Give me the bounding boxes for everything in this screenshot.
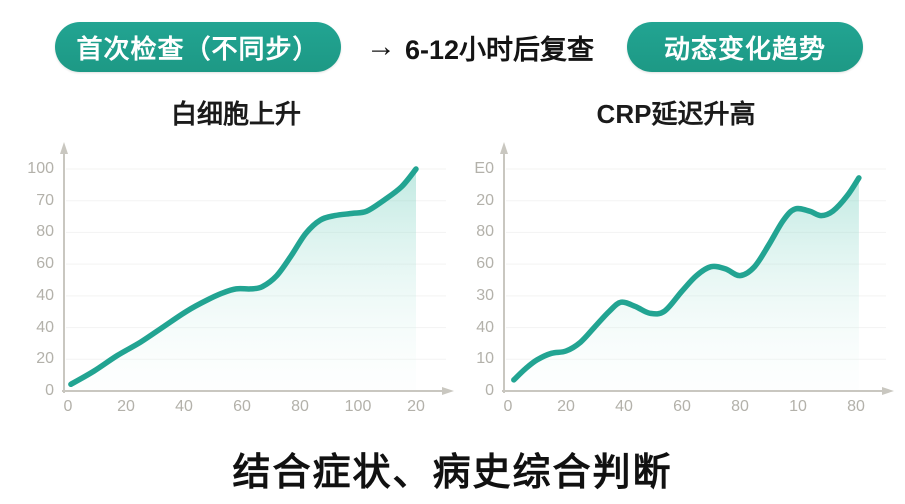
recheck-label: 6-12小时后复查 — [405, 34, 595, 65]
chart-wbc-title: 白细胞上升 — [170, 99, 301, 129]
y-tick-label: 60 — [36, 255, 54, 272]
y-tick-label: 40 — [36, 319, 54, 336]
badge-first-check: 首次检查（不同步） — [55, 22, 341, 72]
x-axis-arrow-icon — [442, 387, 454, 395]
x-tick-label: 20 — [407, 398, 425, 415]
chart-wbc: 白细胞上升 100 70 80 60 40 40 20 0 0 20 40 60 80 100 20 — [16, 95, 456, 433]
y-tick-label: 60 — [476, 255, 494, 272]
y-tick-label: 80 — [36, 223, 54, 240]
x-tick-label: 20 — [557, 398, 575, 415]
x-tick-label: 80 — [291, 398, 309, 415]
chart-crp-title: CRP延迟升高 — [596, 99, 756, 129]
badge-first-check-label: 首次检查（不同步） — [76, 33, 320, 64]
x-tick-label: 100 — [344, 398, 372, 415]
y-tick-label: 0 — [45, 382, 54, 399]
y-tick-label: E0 — [474, 160, 494, 177]
badge-dynamic-trend-label: 动态变化趋势 — [663, 33, 826, 64]
y-tick-label: 40 — [36, 287, 54, 304]
area-fill — [70, 169, 417, 391]
charts-row: 白细胞上升 100 70 80 60 40 40 20 0 0 20 40 60 80 100 20 CRP… — [16, 95, 896, 433]
conclusion-title: 结合症状、病史综合判断 — [232, 452, 673, 494]
x-tick-label: 60 — [673, 398, 691, 415]
chart-crp-plot: E0 20 80 60 30 40 10 0 0 20 40 60 80 10 80 — [456, 141, 896, 433]
y-tick-label: 30 — [476, 287, 494, 304]
recheck-note: → 6-12小时后复查 — [366, 22, 594, 72]
x-tick-label: 60 — [233, 398, 251, 415]
plot-canvas — [500, 142, 894, 395]
x-tick-label: 80 — [731, 398, 749, 415]
chart-crp: CRP延迟升高 E0 20 80 60 30 40 10 0 0 20 40 60 80 10 80 — [456, 95, 896, 433]
right-arrow-icon: → — [366, 30, 396, 63]
header: 首次检查（不同步） → 6-12小时后复查 动态变化趋势 — [0, 22, 905, 72]
x-tick-label: 20 — [117, 398, 135, 415]
y-tick-label: 20 — [36, 350, 54, 367]
trend-line — [68, 166, 419, 388]
x-tick-label: 0 — [63, 398, 73, 415]
x-tick-label: 10 — [789, 398, 807, 415]
y-axis-arrow-icon — [500, 142, 508, 154]
y-tick-label: 40 — [476, 319, 494, 336]
x-tick-label: 80 — [847, 398, 865, 415]
chart-wbc-plot: 100 70 80 60 40 40 20 0 0 20 40 60 80 100 20 — [16, 141, 456, 433]
x-tick-label: 40 — [175, 398, 193, 415]
y-tick-label: 70 — [36, 192, 54, 209]
x-axis-arrow-icon — [882, 387, 894, 395]
y-axis-arrow-icon — [60, 142, 68, 154]
y-tick-label: 100 — [27, 160, 54, 177]
x-tick-label: 40 — [615, 398, 633, 415]
trend-line — [511, 175, 862, 383]
x-tick-label: 0 — [503, 398, 513, 415]
y-tick-label: 80 — [476, 223, 494, 240]
y-tick-label: 0 — [485, 382, 494, 399]
badge-dynamic-trend: 动态变化趋势 — [627, 22, 863, 72]
plot-canvas — [60, 142, 454, 395]
y-tick-label: 20 — [476, 192, 494, 209]
y-tick-label: 10 — [476, 350, 494, 367]
area-fill — [513, 177, 859, 391]
